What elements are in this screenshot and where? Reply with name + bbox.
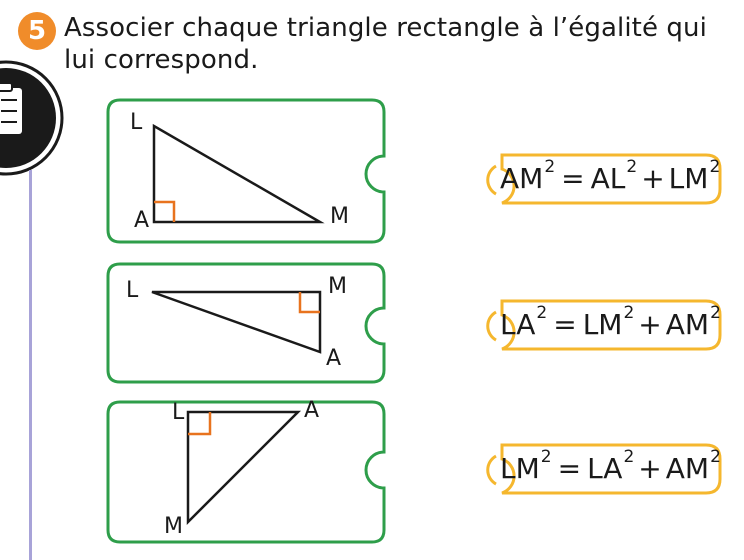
vertex-label: L — [172, 400, 185, 425]
checklist-icon — [0, 60, 64, 176]
triangle-card-1[interactable]: L A M — [104, 96, 396, 246]
exercise-instruction: Associer chaque triangle rectangle à l’é… — [64, 13, 707, 75]
equation-3: LM 2 = LA 2 + AM 2 — [500, 447, 721, 485]
equation-1: AM 2 = AL 2 + LM 2 — [500, 157, 721, 195]
vertex-label: M — [164, 514, 183, 539]
triangle-card-3[interactable]: L A M — [104, 398, 396, 546]
equation-tab-2[interactable] — [484, 298, 724, 352]
equation-tab-1[interactable] — [484, 152, 724, 206]
margin-line — [29, 170, 32, 560]
vertex-label: A — [326, 346, 342, 371]
vertex-label: A — [134, 208, 150, 233]
vertex-label: M — [328, 274, 347, 299]
triangle-card-2[interactable]: L M A — [104, 260, 396, 386]
vertex-label: M — [330, 204, 349, 229]
equation-2: LA 2 = LM 2 + AM 2 — [500, 303, 721, 341]
vertex-label: A — [304, 398, 320, 423]
equation-tab-3[interactable] — [484, 442, 724, 496]
vertex-label: L — [126, 278, 139, 303]
exercise-number-badge: 5 — [18, 12, 56, 50]
vertex-label: L — [130, 110, 143, 135]
